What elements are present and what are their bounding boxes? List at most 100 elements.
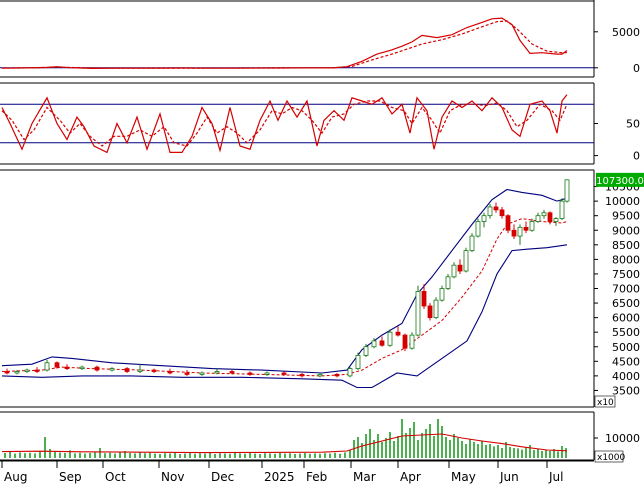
candle-body	[463, 250, 469, 272]
volume-bar	[139, 452, 141, 458]
y-tick-label: 3500	[612, 384, 640, 397]
volume-bar	[114, 453, 116, 458]
candle-body	[529, 221, 535, 231]
volume-bar	[334, 452, 336, 458]
volume-bar	[14, 453, 16, 458]
volume-bar	[513, 448, 515, 458]
x-tick-label: 2025	[264, 470, 295, 484]
volume-bar	[309, 453, 311, 458]
candle-body	[499, 209, 505, 217]
volume-bar	[461, 441, 463, 458]
volume-bar	[445, 437, 447, 458]
bollinger-upper-line	[1, 188, 568, 374]
y-tick-label: 10000	[605, 195, 640, 208]
volume-bar	[209, 452, 211, 458]
volume-bar	[413, 422, 415, 458]
candle-body	[553, 218, 559, 222]
volume-bar	[561, 446, 563, 458]
volume-bar	[319, 453, 321, 458]
volume-bar	[54, 452, 56, 458]
volume-bar	[469, 439, 471, 458]
volume-bar	[184, 453, 186, 458]
volume-average-line	[1, 433, 568, 454]
volume-bar	[493, 446, 495, 458]
volume-bar	[529, 445, 531, 458]
candle-body	[124, 368, 130, 372]
volume-bar	[437, 419, 439, 458]
candle-body	[363, 346, 369, 356]
volume-bar	[239, 453, 241, 458]
volume-bar	[164, 453, 166, 458]
volume-bar	[389, 432, 391, 458]
candle-body	[347, 368, 353, 377]
x-tick-label: Apr	[400, 470, 421, 484]
volume-bar	[289, 453, 291, 458]
y-tick-label: 10000	[605, 432, 640, 445]
volume-bar	[545, 450, 547, 458]
volume-bar	[477, 444, 479, 458]
volume-bar	[537, 449, 539, 458]
volume-bar	[34, 453, 36, 458]
last-price-label: 107300.0	[596, 176, 644, 187]
volume-bar	[365, 434, 367, 458]
volume-bar	[194, 453, 196, 458]
volume-bar	[169, 453, 171, 458]
volume-bar	[433, 436, 435, 458]
candle-body	[445, 276, 451, 289]
volume-bar	[473, 442, 475, 458]
volume-bar	[339, 453, 341, 458]
volume-bar	[501, 448, 503, 458]
volume-scale-note: x1000	[597, 453, 626, 463]
candle-body	[167, 371, 173, 374]
volume-bar	[481, 441, 483, 458]
volume-bar	[299, 453, 301, 458]
y-tick-label: 5000	[612, 341, 640, 354]
candle-body	[541, 212, 547, 217]
volume-bar	[104, 453, 106, 458]
x-tick-label: Sep	[59, 470, 82, 484]
volume-bar	[497, 445, 499, 458]
price-scale-note-box	[594, 395, 616, 408]
stochastic-k-line	[1, 94, 568, 154]
x-axis: Aug Sep Oct Nov Dec 2025 Feb Mar Apr May Jun Jul	[0, 460, 594, 484]
candle-body	[481, 215, 487, 222]
volume-bar	[429, 424, 431, 458]
volume-bar	[329, 453, 331, 458]
volume-bar	[269, 453, 271, 458]
volume-bar	[224, 453, 226, 458]
candle-body	[409, 334, 415, 349]
volume-bar	[349, 450, 351, 458]
candle-body	[523, 226, 529, 231]
volume-bar	[94, 452, 96, 458]
y-tick-label: 4500	[612, 355, 640, 368]
volume-bar	[274, 453, 276, 458]
volume-bar	[149, 452, 151, 458]
volume-bar	[409, 428, 411, 458]
candle-body	[334, 374, 340, 377]
candle-body	[24, 369, 30, 372]
x-tick-label: Oct	[105, 470, 126, 484]
volume-bar	[565, 448, 567, 458]
candle-body	[14, 371, 20, 374]
volume-bar	[541, 451, 543, 458]
candle-body	[439, 288, 445, 301]
volume-bar	[129, 453, 131, 458]
stochastic-panel: 50 0	[0, 82, 640, 165]
y-tick-label: 7000	[612, 283, 640, 296]
candle-body	[535, 215, 541, 222]
candle-body	[559, 200, 565, 220]
volume-bar	[324, 453, 326, 458]
y-tick-label: 7500	[612, 268, 640, 281]
volume-bar	[84, 453, 86, 458]
volume-bar	[79, 452, 81, 458]
volume-bar	[19, 452, 21, 458]
candle-body	[214, 371, 220, 374]
volume-bar	[517, 448, 519, 458]
candle-body	[511, 229, 517, 237]
volume-bar	[119, 452, 121, 458]
volume-bar	[254, 453, 256, 458]
candle-body	[564, 179, 570, 202]
x-tick-label: Nov	[161, 470, 184, 484]
volume-bar	[229, 453, 231, 458]
candle-body	[247, 372, 253, 375]
